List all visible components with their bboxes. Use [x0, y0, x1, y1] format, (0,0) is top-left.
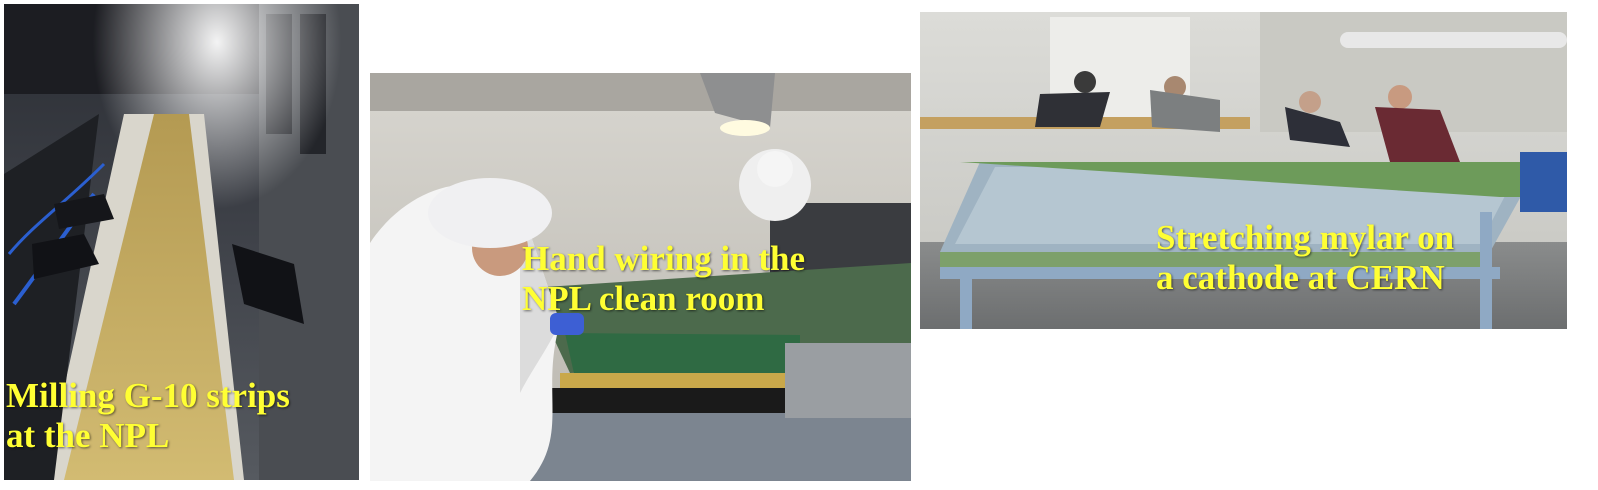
photo-hand-wiring-clean-room: Hand wiring in the NPL clean room [370, 73, 911, 481]
stretching-mylar-photo [920, 12, 1567, 329]
milling-machine-photo [4, 4, 359, 480]
caption-hand-wiring: Hand wiring in the NPL clean room [522, 239, 805, 318]
clean-room-photo [370, 73, 911, 481]
caption-stretching-mylar: Stretching mylar on a cathode at CERN [1156, 218, 1455, 297]
photo-milling-g10-strips: Milling G-10 strips at the NPL [4, 4, 359, 480]
photo-stretching-mylar-cern: Stretching mylar on a cathode at CERN [920, 12, 1567, 329]
caption-milling: Milling G-10 strips at the NPL [6, 376, 290, 455]
